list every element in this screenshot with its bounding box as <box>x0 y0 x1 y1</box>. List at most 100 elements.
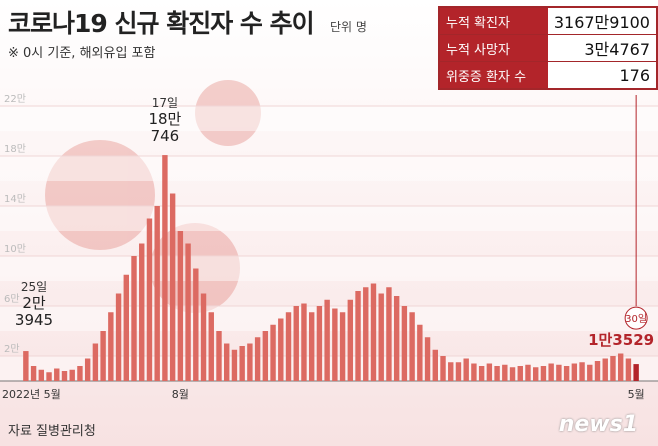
bar <box>494 366 500 381</box>
bar <box>146 218 153 381</box>
bar <box>393 296 400 381</box>
stat-value: 176 <box>547 61 657 90</box>
y-tick-label: 2만 <box>4 343 20 355</box>
bar <box>224 343 230 381</box>
bar <box>262 331 269 381</box>
bar <box>324 299 330 381</box>
logo: news1 <box>558 412 638 437</box>
bar <box>177 231 184 381</box>
bar <box>471 363 477 381</box>
day-label: 17일 <box>151 96 179 111</box>
bar <box>617 353 624 381</box>
bar <box>154 206 160 381</box>
bar <box>301 303 307 381</box>
bar <box>625 358 632 381</box>
bar <box>46 372 52 381</box>
bar <box>432 349 438 381</box>
stats-row: 누적 확진자 3167만9100 <box>439 7 657 35</box>
y-tick-label: 22만 <box>4 93 26 105</box>
bar <box>355 291 361 381</box>
bar <box>239 346 245 381</box>
bar <box>347 299 354 381</box>
grid-band <box>0 256 658 281</box>
source: 자료 질병관리청 <box>8 424 96 439</box>
bar <box>633 364 639 381</box>
bar <box>556 364 562 381</box>
bar <box>193 268 199 381</box>
x-tick-label: 5월 <box>628 388 645 401</box>
bar <box>278 318 284 381</box>
bar <box>115 293 122 381</box>
stats-row: 누적 사망자 3만4767 <box>439 34 657 62</box>
bar <box>563 366 570 381</box>
x-tick-label: 2022년 5월 <box>2 388 61 401</box>
bar <box>247 343 253 381</box>
bar <box>61 371 68 381</box>
bar <box>587 364 593 381</box>
bar <box>525 364 531 381</box>
bar <box>363 287 369 381</box>
bar <box>486 363 493 381</box>
bar <box>478 366 485 381</box>
bar <box>370 283 377 381</box>
y-tick-label: 18만 <box>4 143 26 155</box>
bar <box>417 324 423 381</box>
bar <box>540 366 547 381</box>
value-label: 2만 3945 <box>14 294 54 330</box>
bar <box>448 362 454 381</box>
bar <box>401 306 408 381</box>
bar <box>231 349 238 381</box>
bar <box>216 331 222 381</box>
unit: 단위 명 <box>330 20 367 34</box>
bar <box>548 363 554 381</box>
grid-band <box>0 106 658 131</box>
day-label: 25일 <box>20 280 48 295</box>
y-tick-label: 6만 <box>4 293 20 305</box>
stat-label: 누적 사망자 <box>439 34 548 62</box>
bar <box>38 369 45 381</box>
stats-box: 누적 확진자 3167만9100 누적 사망자 3만4767 위중증 환자 수 176 <box>438 6 658 90</box>
y-tick-label: 10만 <box>4 243 26 255</box>
bar <box>610 356 616 381</box>
bar <box>517 366 523 381</box>
bar <box>84 358 91 381</box>
stats-row: 위중증 환자 수 176 <box>439 61 657 90</box>
bar <box>293 306 299 381</box>
bar <box>162 155 168 381</box>
bar <box>185 243 191 381</box>
bar <box>131 256 137 381</box>
bar <box>108 312 114 381</box>
bar <box>139 243 145 381</box>
bar <box>123 274 129 381</box>
bar <box>270 324 276 381</box>
stat-value: 3만4767 <box>547 34 657 62</box>
bar <box>339 312 346 381</box>
bar <box>440 356 446 381</box>
bar <box>200 293 207 381</box>
bar <box>100 331 106 381</box>
bar <box>54 368 60 381</box>
value-label: 18만 746 <box>148 110 182 146</box>
bar <box>409 312 415 381</box>
bar <box>77 366 83 381</box>
bar <box>463 358 469 381</box>
bar <box>509 367 516 381</box>
bar <box>169 193 176 381</box>
stat-label: 위중증 환자 수 <box>439 61 548 90</box>
day-label: 30일 <box>625 313 647 325</box>
bar <box>308 312 315 381</box>
bar <box>594 361 601 381</box>
bar <box>571 363 578 381</box>
bar <box>455 362 462 381</box>
stat-value: 3167만9100 <box>547 7 657 35</box>
y-tick-label: 14만 <box>4 193 26 205</box>
title: 코로나19 신규 확진자 수 추이 <box>8 9 315 38</box>
grid-band <box>0 156 658 181</box>
bar <box>579 362 585 381</box>
bar <box>424 337 431 381</box>
bar <box>533 367 539 381</box>
subtitle: ※ 0시 기준, 해외유입 포함 <box>8 46 156 61</box>
value-label: 1만3529 <box>588 331 655 350</box>
